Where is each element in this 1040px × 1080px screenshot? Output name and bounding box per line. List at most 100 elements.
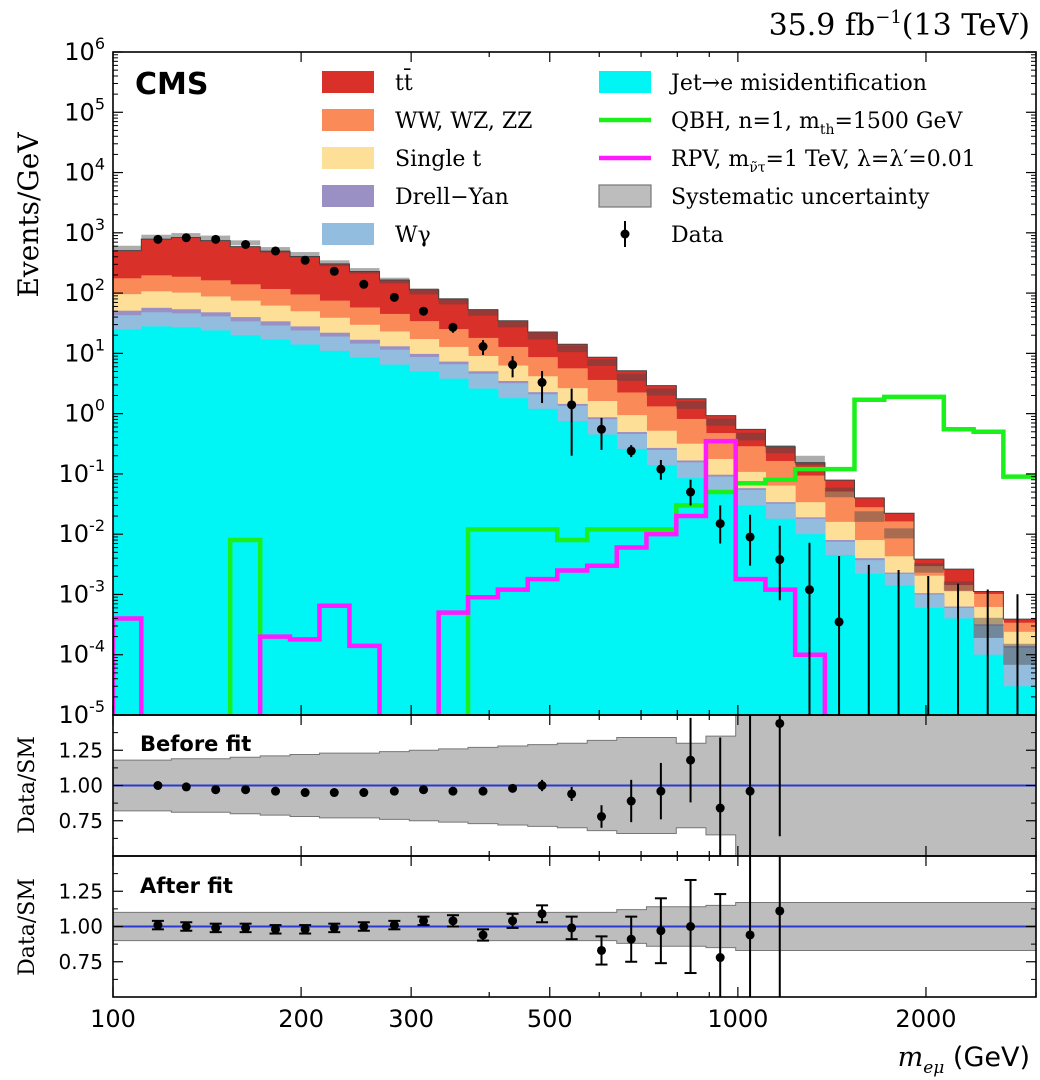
- data-point: [211, 234, 221, 244]
- ratio-after-point: [448, 916, 458, 926]
- syst-band-bin: [379, 277, 410, 284]
- syst-band-bin: [854, 511, 885, 522]
- ratio-after-point: [211, 923, 221, 933]
- ratio-before-point: [419, 785, 429, 795]
- legend-marker: [620, 229, 630, 239]
- legend-label: Jet→e misidentification: [669, 71, 927, 96]
- data-point: [271, 246, 281, 256]
- y-tick-label: 106: [64, 34, 105, 66]
- stack-bar-0: [438, 378, 469, 715]
- syst-band-bin: [795, 455, 825, 466]
- y-tick-label: 10-4: [59, 637, 106, 669]
- data-point: [419, 306, 429, 316]
- experiment-label: CMS: [135, 67, 208, 102]
- ratio-after-point: [596, 945, 606, 955]
- legend-label: WW, WZ, ZZ: [395, 109, 532, 134]
- ratio-after-point: [508, 916, 518, 926]
- ratio-before-point: [596, 812, 606, 822]
- ratio-after-plot-area: [113, 856, 1036, 997]
- stack-bar-0: [200, 330, 231, 715]
- ratio-before-point: [715, 803, 725, 813]
- syst-band-bin: [290, 252, 320, 258]
- panel-before-label: Before fit: [140, 732, 251, 756]
- stack-bar-0: [587, 434, 618, 715]
- ratio-before-point: [271, 786, 281, 796]
- legend-swatch: [598, 184, 652, 208]
- ratio-before-point: [181, 782, 191, 792]
- ratio-y-tick-label: 1.25: [58, 738, 103, 762]
- syst-band-bin: [409, 288, 439, 295]
- x-axis-label: meμ (GeV): [898, 1042, 1030, 1078]
- syst-band-bin: [319, 260, 350, 267]
- stack-bar-0: [497, 398, 529, 715]
- data-point: [656, 464, 666, 474]
- legend-label: Data: [671, 223, 724, 248]
- legend-swatch: [322, 223, 374, 245]
- data-point: [389, 292, 399, 302]
- stack-bar-0: [319, 350, 350, 715]
- legend-swatch: [322, 109, 374, 131]
- data-point: [241, 240, 251, 250]
- ratio-after-point: [419, 916, 429, 926]
- syst-band-bin: [527, 332, 558, 340]
- ratio-after-point: [181, 922, 191, 931]
- y-tick-label: 10-1: [59, 456, 106, 488]
- ratio-before-point: [153, 781, 163, 790]
- x-tick-label: 100: [90, 1005, 136, 1033]
- legend-swatch: [322, 185, 374, 207]
- x-tick-label: 200: [278, 1005, 324, 1033]
- ratio-before-point: [626, 796, 636, 806]
- qbh-signal-line: [227, 394, 1036, 715]
- stack-bar-0: [349, 357, 381, 715]
- ratio-after-point: [329, 923, 339, 933]
- stack-bar-0: [557, 421, 588, 715]
- ratio-y-tick-label: 1.00: [58, 774, 103, 798]
- data-point: [153, 234, 163, 244]
- ratio-after-point: [567, 923, 577, 933]
- ratio-after-point: [686, 922, 696, 931]
- ratio-y-tick-label: 0.75: [58, 809, 103, 833]
- ratio-after-point: [626, 934, 636, 944]
- ratio-after-point: [389, 920, 399, 930]
- syst-band-bin: [468, 309, 498, 316]
- syst-band-bin: [884, 528, 915, 539]
- data-point: [834, 617, 844, 627]
- data-point: [508, 360, 518, 370]
- ratio-before-panel: [113, 715, 1036, 856]
- ratio-before-point: [211, 785, 221, 795]
- y-tick-label: 104: [64, 155, 105, 187]
- syst-band-bin: [497, 321, 528, 328]
- stack-bar-0: [290, 344, 320, 715]
- ratio-after-point: [153, 920, 163, 930]
- ratio-y-tick-label: 0.75: [58, 950, 103, 974]
- stack-bar-0: [141, 326, 172, 715]
- legend-label: Systematic uncertainty: [671, 185, 930, 210]
- main-plot-area: [113, 233, 1036, 715]
- y-tick-label: 102: [64, 275, 105, 307]
- syst-band-bin: [616, 373, 647, 381]
- ratio-before-point: [537, 781, 547, 790]
- legend-label: RPV, mν̃τ=1 TeV, λ=λ′=0.01: [671, 147, 976, 176]
- legend-label: Wγ: [395, 223, 431, 248]
- ratio-after-point: [775, 906, 785, 916]
- y-tick-label: 10-5: [59, 697, 106, 729]
- ratio-after-y-label: Data/SM: [15, 878, 40, 976]
- syst-band-bin: [587, 359, 617, 366]
- ratio-before-plot-area: [113, 715, 1036, 856]
- stack-bar-0: [468, 388, 499, 715]
- ratio-after-point: [745, 930, 755, 940]
- syst-band-bin: [676, 401, 706, 409]
- stack-bar-0: [973, 654, 1004, 715]
- data-point: [775, 555, 785, 565]
- axes-decoration: 100 200 300 500 1000 2000 10-5 10-4 10-3 10-2 10-1…: [58, 34, 1037, 1033]
- legend-swatch: [599, 71, 651, 93]
- legend-label: Single t: [395, 147, 481, 172]
- data-point: [626, 446, 636, 456]
- syst-band-bin: [349, 268, 380, 274]
- legend: tt̄ WW, WZ, ZZ Single t Drell−Yan Wγ Jet→e mi…: [322, 68, 976, 248]
- ratio-before-point: [241, 785, 251, 795]
- stack-bar-0: [527, 408, 558, 715]
- ratio-before-point: [329, 788, 339, 798]
- data-point: [686, 487, 696, 497]
